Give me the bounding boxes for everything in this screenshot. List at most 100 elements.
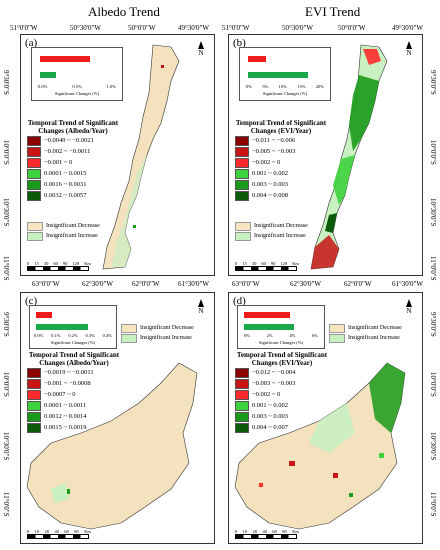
legend-item: −0.0019 ~ −0.0011 (27, 367, 121, 378)
lon-label: 50°30'0"W (70, 24, 102, 32)
region-sig-increase (333, 155, 355, 205)
scale-numbers: 0 15 30 60 90 120 Km (27, 261, 91, 266)
north-label: N (406, 49, 412, 57)
bar-tick: 1.0% (106, 84, 116, 89)
significance-bar-chart: 0% 2% 4% 6% Significant Changes (%) (237, 305, 325, 349)
legend-text: −0.002 ~ 0 (252, 159, 281, 166)
lat-label: 11°0'0"S (429, 492, 437, 517)
lon-label: 63°0'0"W (232, 280, 260, 288)
legend-item: −0.0049 ~ −0.0021 (27, 135, 119, 146)
scale-graphic (27, 534, 89, 539)
legend-text: −0.001 ~ 0 (44, 159, 73, 166)
legend-text: Insignificant Decrease (46, 223, 100, 229)
legend-text: Insignificant Increase (140, 335, 192, 341)
swatch (121, 333, 137, 343)
lat-label: 10°0'0"S (429, 140, 437, 165)
region-sig-increase (349, 75, 379, 151)
legend-text: 0.003 ~ 0.003 (252, 181, 289, 188)
bar-tick: 2% (266, 333, 273, 338)
legend-item: 0.001 ~ 0.002 (235, 400, 329, 411)
bar-tick: 5% (262, 84, 269, 89)
legend-item: −0.002 ~ 0 (235, 157, 327, 168)
albedo-trend-title: Albedo Trend (88, 4, 160, 19)
legend-item: 0.0012 ~ 0.0014 (27, 411, 121, 422)
bar-decrease (244, 312, 290, 318)
legend-title: Temporal Trend of Significant Changes (E… (236, 351, 328, 367)
scale-num: 90 (62, 261, 68, 266)
legend-item: Insignificant Increase (27, 231, 100, 241)
scale-bar: 0 10 20 40 60 80 Km (235, 529, 299, 539)
insignificant-legend: Insignificant Decrease Insignificant Inc… (121, 323, 194, 343)
bar-axis-label: Significant Changes (%) (258, 340, 304, 345)
scale-num: 20 (252, 529, 258, 534)
region-insig-decrease (26, 362, 198, 530)
legend-item: 0.0001 ~ 0.0011 (27, 400, 121, 411)
scale-bar: 0 15 30 60 90 120 Km (27, 261, 91, 271)
bar-axis-label: Significant Changes (%) (54, 91, 100, 96)
legend-item: 0.004 ~ 0.007 (235, 422, 329, 433)
north-label: N (198, 307, 204, 315)
bar-decrease (36, 312, 52, 318)
north-label: N (198, 49, 204, 57)
panel-label: (a) (25, 37, 38, 49)
legend-item: 0.0001 ~ 0.0015 (27, 168, 119, 179)
panel-label: (c) (25, 295, 38, 307)
scale-num: Km (292, 529, 299, 534)
bar-increase (40, 72, 56, 78)
legend-item: 0.0016 ~ 0.0031 (27, 179, 119, 190)
bar-axis-label: Significant Changes (%) (262, 91, 308, 96)
bar-tick: 0.0% (34, 333, 44, 338)
north-arrow: N (198, 41, 204, 57)
scale-num: Km (84, 261, 91, 266)
bar-increase (36, 324, 88, 330)
scale-num: 10 (34, 529, 40, 534)
legend-title: Temporal Trend of Significant Changes (E… (235, 119, 327, 135)
bar-tick: 20% (315, 84, 324, 89)
scale-num: 0 (235, 529, 238, 534)
swatch (27, 378, 41, 389)
swatch (235, 157, 249, 168)
legend-item: Insignificant Decrease (121, 323, 194, 333)
scale-num: 0 (27, 261, 30, 266)
legend-text: Insignificant Decrease (254, 223, 308, 229)
scale-num: 30 (251, 261, 257, 266)
lat-label: 11°0'0"S (429, 256, 437, 281)
scale-num: 20 (44, 529, 50, 534)
pixel-decrease (289, 461, 295, 466)
legend-text: Insignificant Decrease (140, 325, 194, 331)
region-map-c (26, 362, 198, 530)
legend-item: Insignificant Decrease (329, 323, 402, 333)
panel-label: (b) (233, 37, 246, 49)
swatch (235, 389, 249, 400)
scale-num: 0 (235, 261, 238, 266)
north-arrow-icon (406, 299, 412, 307)
swatch (235, 367, 249, 378)
bar-tick: 10% (278, 84, 287, 89)
swatch (235, 411, 249, 422)
lon-label: 50°0'0"W (338, 24, 366, 32)
swatch (27, 135, 41, 146)
swatch (235, 190, 249, 201)
lat-label: 9°30'0"S (429, 312, 437, 337)
legend-text: −0.003 ~ −0.003 (252, 380, 296, 387)
legend-text: Insignificant Increase (348, 335, 400, 341)
legend-text: 0.0012 ~ 0.0014 (44, 413, 87, 420)
panel-c-albedo-map: (c) N 0.0% 0.1% 0.2% 0.3% 0.4% Significa… (20, 292, 215, 544)
legend-item: 0.004 ~ 0.008 (235, 190, 327, 201)
region-map-d (234, 362, 406, 530)
lat-label: 10°30'0"S (2, 432, 10, 461)
lat-label: 9°30'0"S (2, 70, 10, 95)
lon-label: 62°0'0"W (132, 280, 160, 288)
bar-tick: 4% (289, 333, 296, 338)
bar-ticks: 0.0% 0.5% 1.0% (32, 84, 122, 89)
legend-text: 0.0016 ~ 0.0031 (44, 181, 87, 188)
swatch (235, 400, 249, 411)
legend-text: −0.011 ~ −0.006 (252, 137, 296, 144)
legend-item: 0.001 ~ 0.002 (235, 168, 327, 179)
legend-text: −0.012 ~ −0.004 (252, 369, 296, 376)
swatch (329, 323, 345, 333)
swatch (235, 146, 249, 157)
insignificant-legend: Insignificant Decrease Insignificant Inc… (329, 323, 402, 343)
scale-num: 15 (242, 261, 247, 266)
trend-legend: Temporal Trend of Significant Changes (A… (27, 351, 121, 433)
